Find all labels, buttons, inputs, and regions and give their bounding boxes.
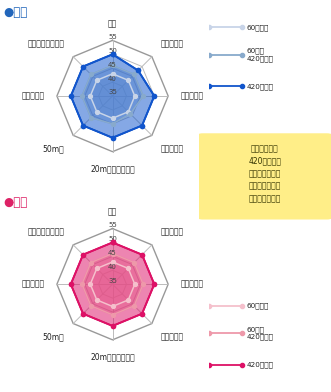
Text: 45: 45 (108, 62, 117, 68)
Polygon shape (192, 198, 203, 211)
Text: ソフトボール投げ: ソフトボール投げ (27, 227, 65, 236)
Polygon shape (82, 65, 143, 124)
Text: 上体起こし: 上体起こし (161, 227, 184, 236)
Text: 420分以上: 420分以上 (247, 83, 274, 89)
Polygon shape (71, 243, 154, 326)
Polygon shape (71, 243, 154, 326)
Polygon shape (71, 54, 154, 138)
Text: 反復横とび: 反復横とび (161, 332, 184, 341)
Text: 60分～
420分未満: 60分～ 420分未満 (247, 326, 274, 340)
Text: 握力: 握力 (108, 207, 117, 216)
Text: 50: 50 (108, 236, 117, 242)
Text: 長座体前屈: 長座体前屈 (180, 280, 204, 289)
Text: 35: 35 (108, 278, 117, 284)
Polygon shape (90, 74, 135, 118)
Polygon shape (90, 262, 135, 307)
Text: 50: 50 (108, 48, 117, 54)
FancyBboxPatch shape (196, 133, 331, 220)
Text: 45: 45 (108, 250, 117, 256)
Text: 総運動時間が
420分以上の
子どもたちは、
全種目で平均を
超えています！: 総運動時間が 420分以上の 子どもたちは、 全種目で平均を 超えています！ (248, 144, 281, 203)
Text: 握力: 握力 (108, 19, 117, 28)
Text: 50m走: 50m走 (43, 144, 65, 153)
Polygon shape (82, 254, 143, 315)
Text: 立ち幅とび: 立ち幅とび (22, 280, 45, 289)
Text: 立ち幅とび: 立ち幅とび (22, 92, 45, 100)
Text: 長座体前屈: 長座体前屈 (180, 92, 204, 100)
Text: 50m走: 50m走 (43, 332, 65, 341)
Text: 55: 55 (108, 34, 117, 40)
Text: 40: 40 (108, 76, 117, 82)
Text: 35: 35 (108, 89, 117, 96)
Text: 20mシャトルラン: 20mシャトルラン (90, 164, 135, 173)
Text: 上体起こし: 上体起こし (161, 39, 184, 48)
Text: 40: 40 (108, 264, 117, 270)
Text: 420分以上: 420分以上 (247, 361, 274, 368)
Text: 60分未満: 60分未満 (247, 303, 269, 309)
Text: 60分未満: 60分未満 (247, 24, 269, 31)
Text: 55: 55 (108, 222, 117, 228)
Polygon shape (71, 54, 154, 138)
Text: ソフトボール投げ: ソフトボール投げ (27, 39, 65, 48)
Text: ●男子: ●男子 (3, 6, 27, 19)
Text: 20mシャトルラン: 20mシャトルラン (90, 352, 135, 361)
Text: 60分～
420分未満: 60分～ 420分未満 (247, 48, 274, 62)
Text: 反復横とび: 反復横とび (161, 144, 184, 153)
Text: ●女子: ●女子 (3, 196, 27, 209)
